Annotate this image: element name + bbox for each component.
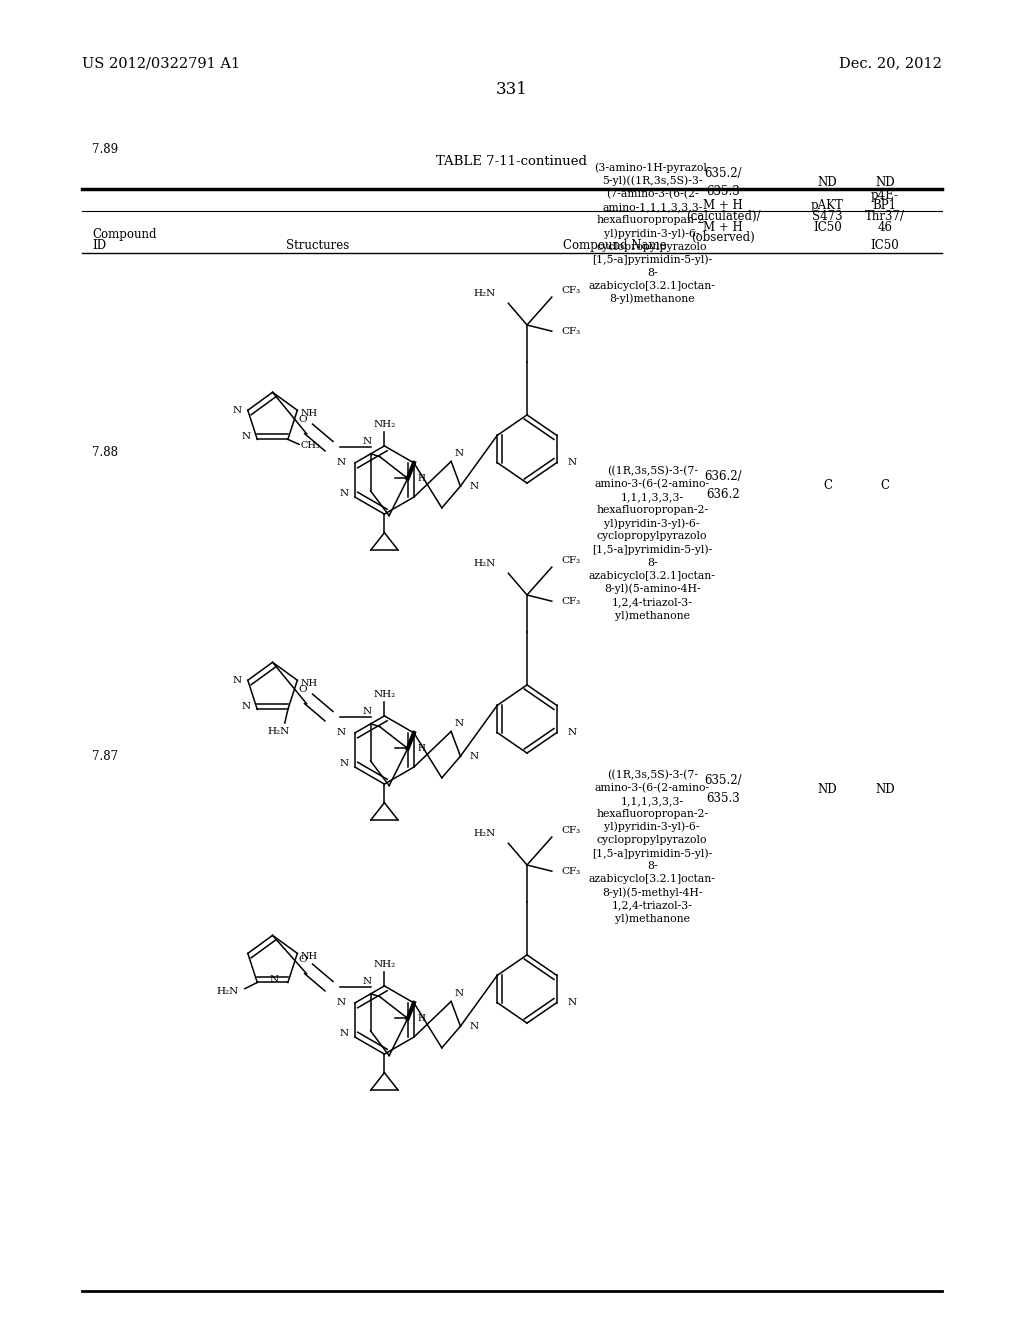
Text: (observed): (observed) xyxy=(691,231,755,244)
Text: N: N xyxy=(470,1022,479,1031)
Text: H: H xyxy=(417,1014,425,1023)
Text: NH: NH xyxy=(300,409,317,418)
Text: H₂N: H₂N xyxy=(474,829,496,838)
Text: H: H xyxy=(417,474,425,483)
Text: Compound Name: Compound Name xyxy=(562,239,667,252)
Text: ND: ND xyxy=(817,783,838,796)
Text: N: N xyxy=(470,751,479,760)
Text: N: N xyxy=(470,482,479,491)
Text: M + H: M + H xyxy=(703,199,742,213)
Text: Dec. 20, 2012: Dec. 20, 2012 xyxy=(840,57,942,70)
Text: N: N xyxy=(337,998,345,1007)
Text: 7.87: 7.87 xyxy=(92,750,119,763)
Text: H₂N: H₂N xyxy=(474,289,496,298)
Text: CF₃: CF₃ xyxy=(561,826,581,836)
Text: NH: NH xyxy=(300,952,317,961)
Text: C: C xyxy=(823,479,831,492)
Text: C: C xyxy=(881,479,889,492)
Text: N: N xyxy=(232,405,242,414)
Text: S473: S473 xyxy=(812,210,843,223)
Text: N: N xyxy=(568,458,578,467)
Text: NH₂: NH₂ xyxy=(374,420,395,429)
Text: O: O xyxy=(298,685,306,694)
Text: 46: 46 xyxy=(878,220,892,234)
Text: 7.89: 7.89 xyxy=(92,143,119,156)
Text: 331: 331 xyxy=(496,82,528,98)
Text: ND: ND xyxy=(817,176,838,189)
Text: N: N xyxy=(568,998,578,1007)
Text: N: N xyxy=(337,729,345,738)
Text: CH₃: CH₃ xyxy=(300,441,321,450)
Text: N: N xyxy=(362,437,372,446)
Text: N: N xyxy=(242,702,251,710)
Text: (3-amino-1H-pyrazol-
5-yl)((1R,3s,5S)-3-
(7-amino-3-(6-(2-
amino-1,1,1,3,3,3-
he: (3-amino-1H-pyrazol- 5-yl)((1R,3s,5S)-3-… xyxy=(589,162,716,305)
Text: US 2012/0322791 A1: US 2012/0322791 A1 xyxy=(82,57,240,70)
Text: 7.88: 7.88 xyxy=(92,446,118,459)
Text: CF₃: CF₃ xyxy=(561,557,581,565)
Text: H: H xyxy=(417,744,425,752)
Text: CF₃: CF₃ xyxy=(561,327,581,335)
Text: CF₃: CF₃ xyxy=(561,286,581,296)
Text: N: N xyxy=(269,975,279,983)
Text: ND: ND xyxy=(874,783,895,796)
Text: N: N xyxy=(340,490,348,499)
Text: NH₂: NH₂ xyxy=(374,689,395,698)
Text: TABLE 7-11-continued: TABLE 7-11-continued xyxy=(436,154,588,168)
Text: ((1R,3s,5S)-3-(7-
amino-3-(6-(2-amino-
1,1,1,3,3,3-
hexafluoropropan-2-
yl)pyrid: ((1R,3s,5S)-3-(7- amino-3-(6-(2-amino- 1… xyxy=(589,770,716,924)
Text: 635.2/
635.3: 635.2/ 635.3 xyxy=(705,774,741,805)
Text: N: N xyxy=(455,990,463,998)
Text: N: N xyxy=(362,706,372,715)
Text: H₂N: H₂N xyxy=(474,560,496,569)
Text: BP1: BP1 xyxy=(872,199,897,213)
Text: N: N xyxy=(340,1030,348,1039)
Text: (calculated)/: (calculated)/ xyxy=(686,210,760,223)
Text: CF₃: CF₃ xyxy=(561,597,581,606)
Text: p4E-: p4E- xyxy=(870,189,899,202)
Text: N: N xyxy=(455,449,463,458)
Text: ND: ND xyxy=(874,176,895,189)
Text: Thr37/: Thr37/ xyxy=(864,210,905,223)
Text: ((1R,3s,5S)-3-(7-
amino-3-(6-(2-amino-
1,1,1,3,3,3-
hexafluoropropan-2-
yl)pyrid: ((1R,3s,5S)-3-(7- amino-3-(6-(2-amino- 1… xyxy=(589,466,716,620)
Text: N: N xyxy=(337,458,345,467)
Text: O: O xyxy=(298,414,306,424)
Text: pAKT: pAKT xyxy=(811,199,844,213)
Text: N: N xyxy=(455,719,463,729)
Text: N: N xyxy=(362,977,372,986)
Text: IC50: IC50 xyxy=(870,239,899,252)
Text: NH₂: NH₂ xyxy=(374,960,395,969)
Text: N: N xyxy=(340,759,348,768)
Text: ID: ID xyxy=(92,239,106,252)
Text: O: O xyxy=(298,956,306,964)
Text: Structures: Structures xyxy=(286,239,349,252)
Text: CF₃: CF₃ xyxy=(561,867,581,875)
Text: 636.2/
636.2: 636.2/ 636.2 xyxy=(705,470,741,502)
Text: N: N xyxy=(242,432,251,441)
Text: H₂N: H₂N xyxy=(216,987,239,997)
Text: Compound: Compound xyxy=(92,228,157,242)
Text: NH: NH xyxy=(300,678,317,688)
Text: H₂N: H₂N xyxy=(267,726,290,735)
Text: 635.2/
635.3: 635.2/ 635.3 xyxy=(705,166,741,198)
Text: N: N xyxy=(568,729,578,737)
Text: N: N xyxy=(232,676,242,685)
Text: M + H: M + H xyxy=(703,220,742,234)
Text: IC50: IC50 xyxy=(813,220,842,234)
